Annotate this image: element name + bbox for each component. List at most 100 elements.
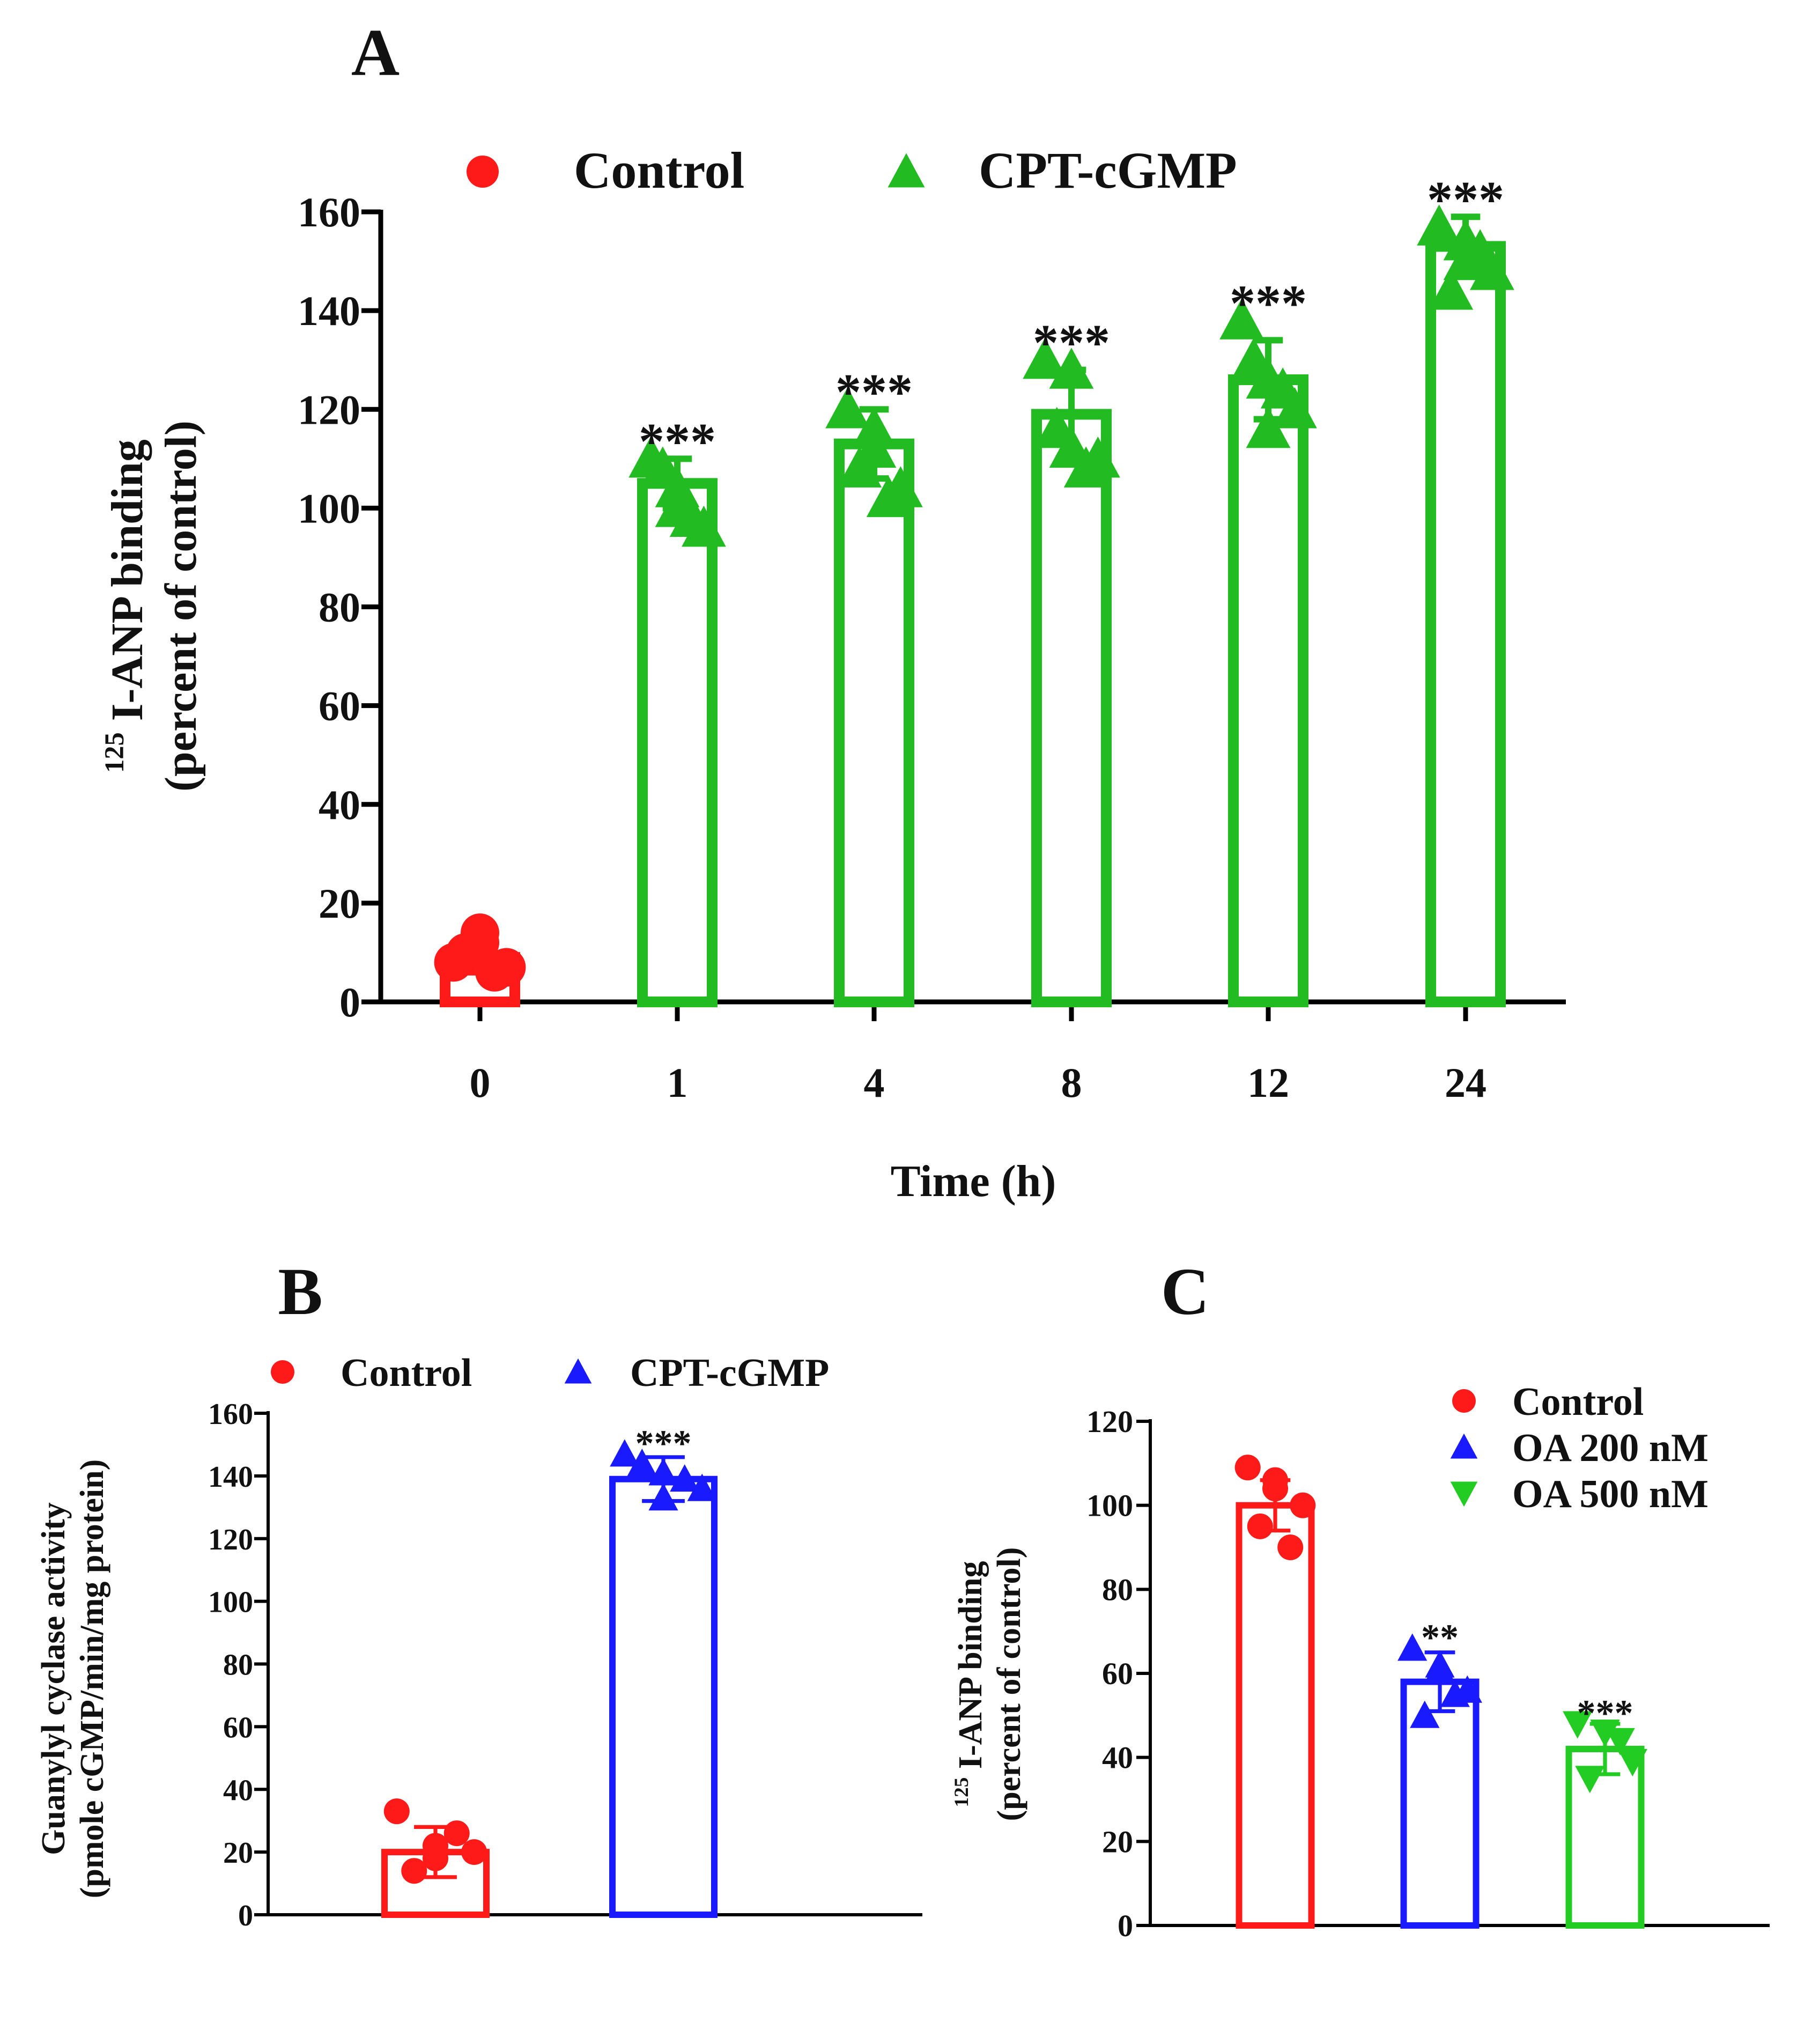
y-tick-label: 40: [319, 781, 360, 828]
y-tick-label: 20: [1102, 1824, 1133, 1859]
data-point: [1605, 1728, 1635, 1755]
data-point: [852, 426, 897, 468]
y-tick-label: 160: [208, 1398, 253, 1431]
significance-label: ***: [639, 413, 716, 470]
y-tick-label: 20: [319, 880, 360, 927]
y-tick-label: 160: [298, 189, 360, 235]
legend-marker: [1450, 1481, 1478, 1507]
data-point: [443, 1820, 470, 1847]
significance-label: ***: [1230, 275, 1307, 332]
y-tick-label: 100: [298, 485, 360, 532]
data-point: [1247, 1513, 1273, 1539]
bar: [1236, 1502, 1315, 1929]
panel-a-chart: 0 20 40 60 80 100 120 140 160 0 1 4 8 12 24 *** *** *** **…: [99, 142, 1566, 1206]
data-point: [1231, 337, 1276, 379]
bar: [1425, 241, 1506, 1008]
data-point: [687, 1473, 717, 1501]
data-point: [401, 1858, 427, 1884]
legend-marker: [271, 1360, 294, 1384]
bar: [834, 438, 914, 1007]
data-point: [1410, 1700, 1440, 1728]
x-tick-label: 8: [1061, 1059, 1082, 1106]
data-point: [1246, 407, 1291, 448]
panel-letter-b: B: [278, 1255, 322, 1329]
significance-label: ***: [1033, 314, 1110, 372]
data-point: [640, 446, 685, 488]
data-point: [866, 476, 911, 518]
data-point: [423, 1833, 448, 1859]
legend-label: CPT-cGMP: [630, 1351, 829, 1395]
bar: [1228, 374, 1308, 1008]
legend-label: Control: [341, 1351, 472, 1395]
panel-letter-c: C: [1161, 1255, 1209, 1329]
y-axis-title-line: 125 I-ANP binding: [951, 1561, 989, 1807]
bar: [609, 1475, 718, 1918]
isotope-superscript: 125: [99, 732, 129, 773]
data-point: [1260, 367, 1305, 409]
legend-label: CPT-cGMP: [979, 142, 1237, 199]
data-point: [1219, 298, 1264, 340]
significance-label: ***: [835, 364, 913, 421]
data-point: [648, 1483, 678, 1511]
y-tick-label: 40: [223, 1774, 253, 1807]
data-point: [1234, 1455, 1261, 1481]
y-axis-title-line: (percent of control): [991, 1547, 1027, 1821]
y-tick-label: 140: [298, 287, 360, 334]
data-point: [461, 913, 499, 953]
y-tick-label: 0: [1118, 1908, 1133, 1943]
y-tick-label: 60: [223, 1711, 253, 1744]
y-tick-label: 20: [223, 1836, 253, 1870]
legend-marker: [1452, 1389, 1476, 1413]
y-tick-label: 0: [339, 979, 360, 1025]
y-axis-title: 125 I-ANP binding (percent of control): [951, 1547, 1027, 1821]
data-point: [1063, 446, 1108, 488]
data-point: [1563, 1711, 1593, 1739]
legend-marker: [564, 1358, 592, 1384]
y-axis-title-text: I-ANP binding: [952, 1561, 989, 1777]
data-point: [1397, 1633, 1428, 1661]
data-point: [610, 1439, 640, 1467]
x-tick-label: 0: [470, 1059, 491, 1106]
data-point: [825, 387, 870, 429]
data-point: [670, 1464, 700, 1492]
data-point: [1590, 1720, 1620, 1747]
x-tick-label: 12: [1247, 1059, 1289, 1106]
legend-label: Control: [1512, 1380, 1644, 1424]
y-axis-title-line: Guanylyl cyclase activity: [35, 1502, 72, 1855]
data-point: [1049, 348, 1094, 389]
legend-label: OA 500 nM: [1512, 1472, 1709, 1516]
y-tick-label: 100: [208, 1586, 253, 1619]
data-point: [1290, 1492, 1316, 1518]
legend-label: Control: [574, 142, 744, 199]
y-tick-label: 40: [1102, 1740, 1133, 1775]
y-tick-label: 60: [319, 683, 360, 729]
data-point: [1277, 1534, 1304, 1560]
data-point: [627, 1448, 657, 1476]
y-tick-label: 120: [298, 386, 360, 433]
data-point: [1262, 1467, 1288, 1493]
y-tick-label: 80: [223, 1649, 253, 1682]
bar: [1031, 409, 1112, 1007]
bar: [1400, 1678, 1480, 1929]
significance-label: **: [1421, 1618, 1459, 1659]
x-tick-label: 1: [667, 1059, 688, 1106]
y-axis-title: 125 I-ANP binding (percent of control): [99, 420, 206, 792]
y-tick-label: 120: [208, 1523, 253, 1556]
data-point: [1034, 407, 1079, 448]
data-point: [1023, 337, 1067, 379]
data-point: [1429, 268, 1474, 310]
y-axis-title-line: 125 I-ANP binding: [99, 439, 152, 773]
data-point: [1575, 1766, 1605, 1794]
x-tick-label: 24: [1445, 1059, 1487, 1106]
y-tick-label: 100: [1086, 1488, 1133, 1523]
panel-b-chart: 0 20 40 60 80 100 120 140 160 *** Guanylyl cyclase…: [35, 1351, 922, 1932]
significance-label: ***: [1577, 1693, 1633, 1735]
panel-letter-a: A: [351, 16, 400, 90]
y-axis-title-line: (percent of control): [156, 420, 206, 792]
legend-label: OA 200 nM: [1512, 1426, 1709, 1470]
y-axis-title: Guanylyl cyclase activity (pmole cGMP/min…: [35, 1459, 110, 1899]
data-point: [1617, 1749, 1647, 1777]
data-point: [648, 1458, 678, 1486]
